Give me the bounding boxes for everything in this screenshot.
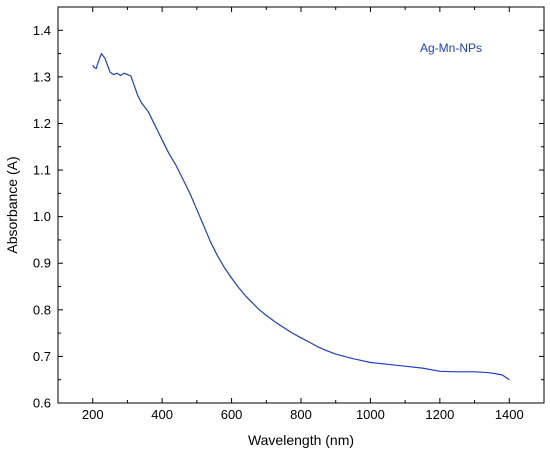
x-tick-label: 600 xyxy=(221,407,243,422)
plot-frame xyxy=(57,6,545,404)
x-tick-label: 400 xyxy=(151,407,173,422)
x-tick-label: 800 xyxy=(290,407,312,422)
x-tick-label: 1000 xyxy=(356,407,385,422)
series-layer xyxy=(92,53,510,381)
y-tick-label: 0.8 xyxy=(33,302,51,317)
y-tick-label: 0.9 xyxy=(33,256,51,271)
y-tick-label: 1.2 xyxy=(33,116,51,131)
legend-series-label: Ag-Mn-NPs xyxy=(420,41,482,55)
y-tick-label: 1.3 xyxy=(33,69,51,84)
x-axis-ticks: 200 400 600 800 1000 1200 1400 xyxy=(57,7,545,422)
x-tick-label: 1400 xyxy=(495,407,524,422)
y-tick-label: 1.4 xyxy=(33,23,51,38)
y-tick-label: 0.6 xyxy=(33,396,51,411)
y-axis-ticks: 0.6 0.7 0.8 0.9 1.0 1.1 1.2 1.3 1.4 xyxy=(33,6,544,411)
x-tick-label: 1200 xyxy=(425,407,454,422)
series-line xyxy=(92,53,510,381)
y-axis-title: Absorbance (A) xyxy=(4,156,20,253)
y-tick-label: 1.0 xyxy=(33,209,51,224)
y-tick-label: 0.7 xyxy=(33,349,51,364)
x-tick-label: 200 xyxy=(82,407,104,422)
y-tick-label: 1.1 xyxy=(33,163,51,178)
x-axis-title: Wavelength (nm) xyxy=(248,432,354,448)
